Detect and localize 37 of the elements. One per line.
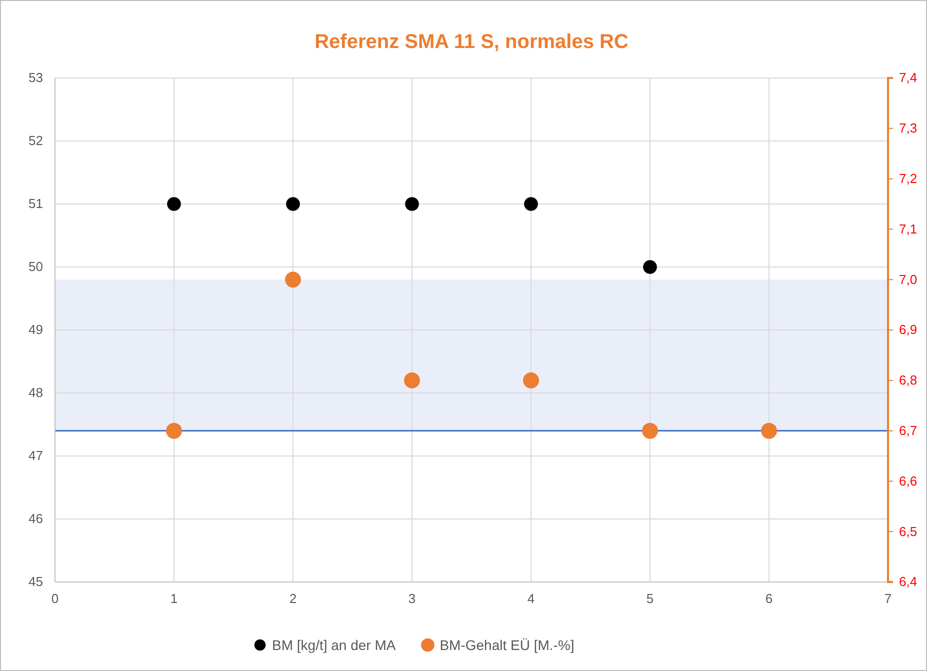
x-tick-label: 1 xyxy=(170,591,178,606)
x-tick-label: 0 xyxy=(51,591,59,606)
y-tick-label: 50 xyxy=(28,259,43,274)
y-tick-label: 52 xyxy=(28,133,43,148)
y-tick-label: 48 xyxy=(28,385,43,400)
x-tick-label: 3 xyxy=(408,591,416,606)
y2-tick-label: 6,7 xyxy=(899,422,918,438)
y-tick-label: 45 xyxy=(28,574,43,590)
y-tick-label: 53 xyxy=(28,70,43,86)
y2-tick-label: 7,1 xyxy=(899,221,918,236)
x-tick-label: 2 xyxy=(289,591,297,606)
y-tick-label: 47 xyxy=(28,448,43,464)
y2-tick-label: 6,6 xyxy=(899,473,918,488)
x-tick-label: 7 xyxy=(884,591,892,606)
x-tick-label: 6 xyxy=(765,591,773,606)
y2-tick-label: 6,8 xyxy=(899,372,918,388)
y-tick-label: 46 xyxy=(28,511,43,526)
point xyxy=(761,422,777,439)
legend-label: BM-Gehalt EÜ [M.-%] xyxy=(440,637,574,653)
y2-tick-label: 6,5 xyxy=(899,524,918,539)
point xyxy=(523,372,539,388)
y2-tick-label: 7,0 xyxy=(899,272,918,287)
legend-label: BM [kg/t] an der MA xyxy=(272,637,396,653)
point xyxy=(285,272,301,288)
y2-tick-label: 7,4 xyxy=(899,70,918,86)
y-tick-label: 49 xyxy=(28,322,43,338)
x-tick-label: 5 xyxy=(646,591,654,606)
y-tick-label: 51 xyxy=(28,196,43,212)
y2-tick-label: 7,2 xyxy=(899,170,918,186)
point xyxy=(642,422,658,439)
y2-tick-label: 6,4 xyxy=(899,574,918,590)
point xyxy=(166,422,182,439)
y2-tick-label: 7,3 xyxy=(899,120,918,136)
chart-title: Referenz SMA 11 S, normales RC xyxy=(314,31,628,53)
point xyxy=(404,372,420,388)
x-tick-label: 4 xyxy=(527,591,535,606)
y2-tick-label: 6,9 xyxy=(899,322,918,338)
